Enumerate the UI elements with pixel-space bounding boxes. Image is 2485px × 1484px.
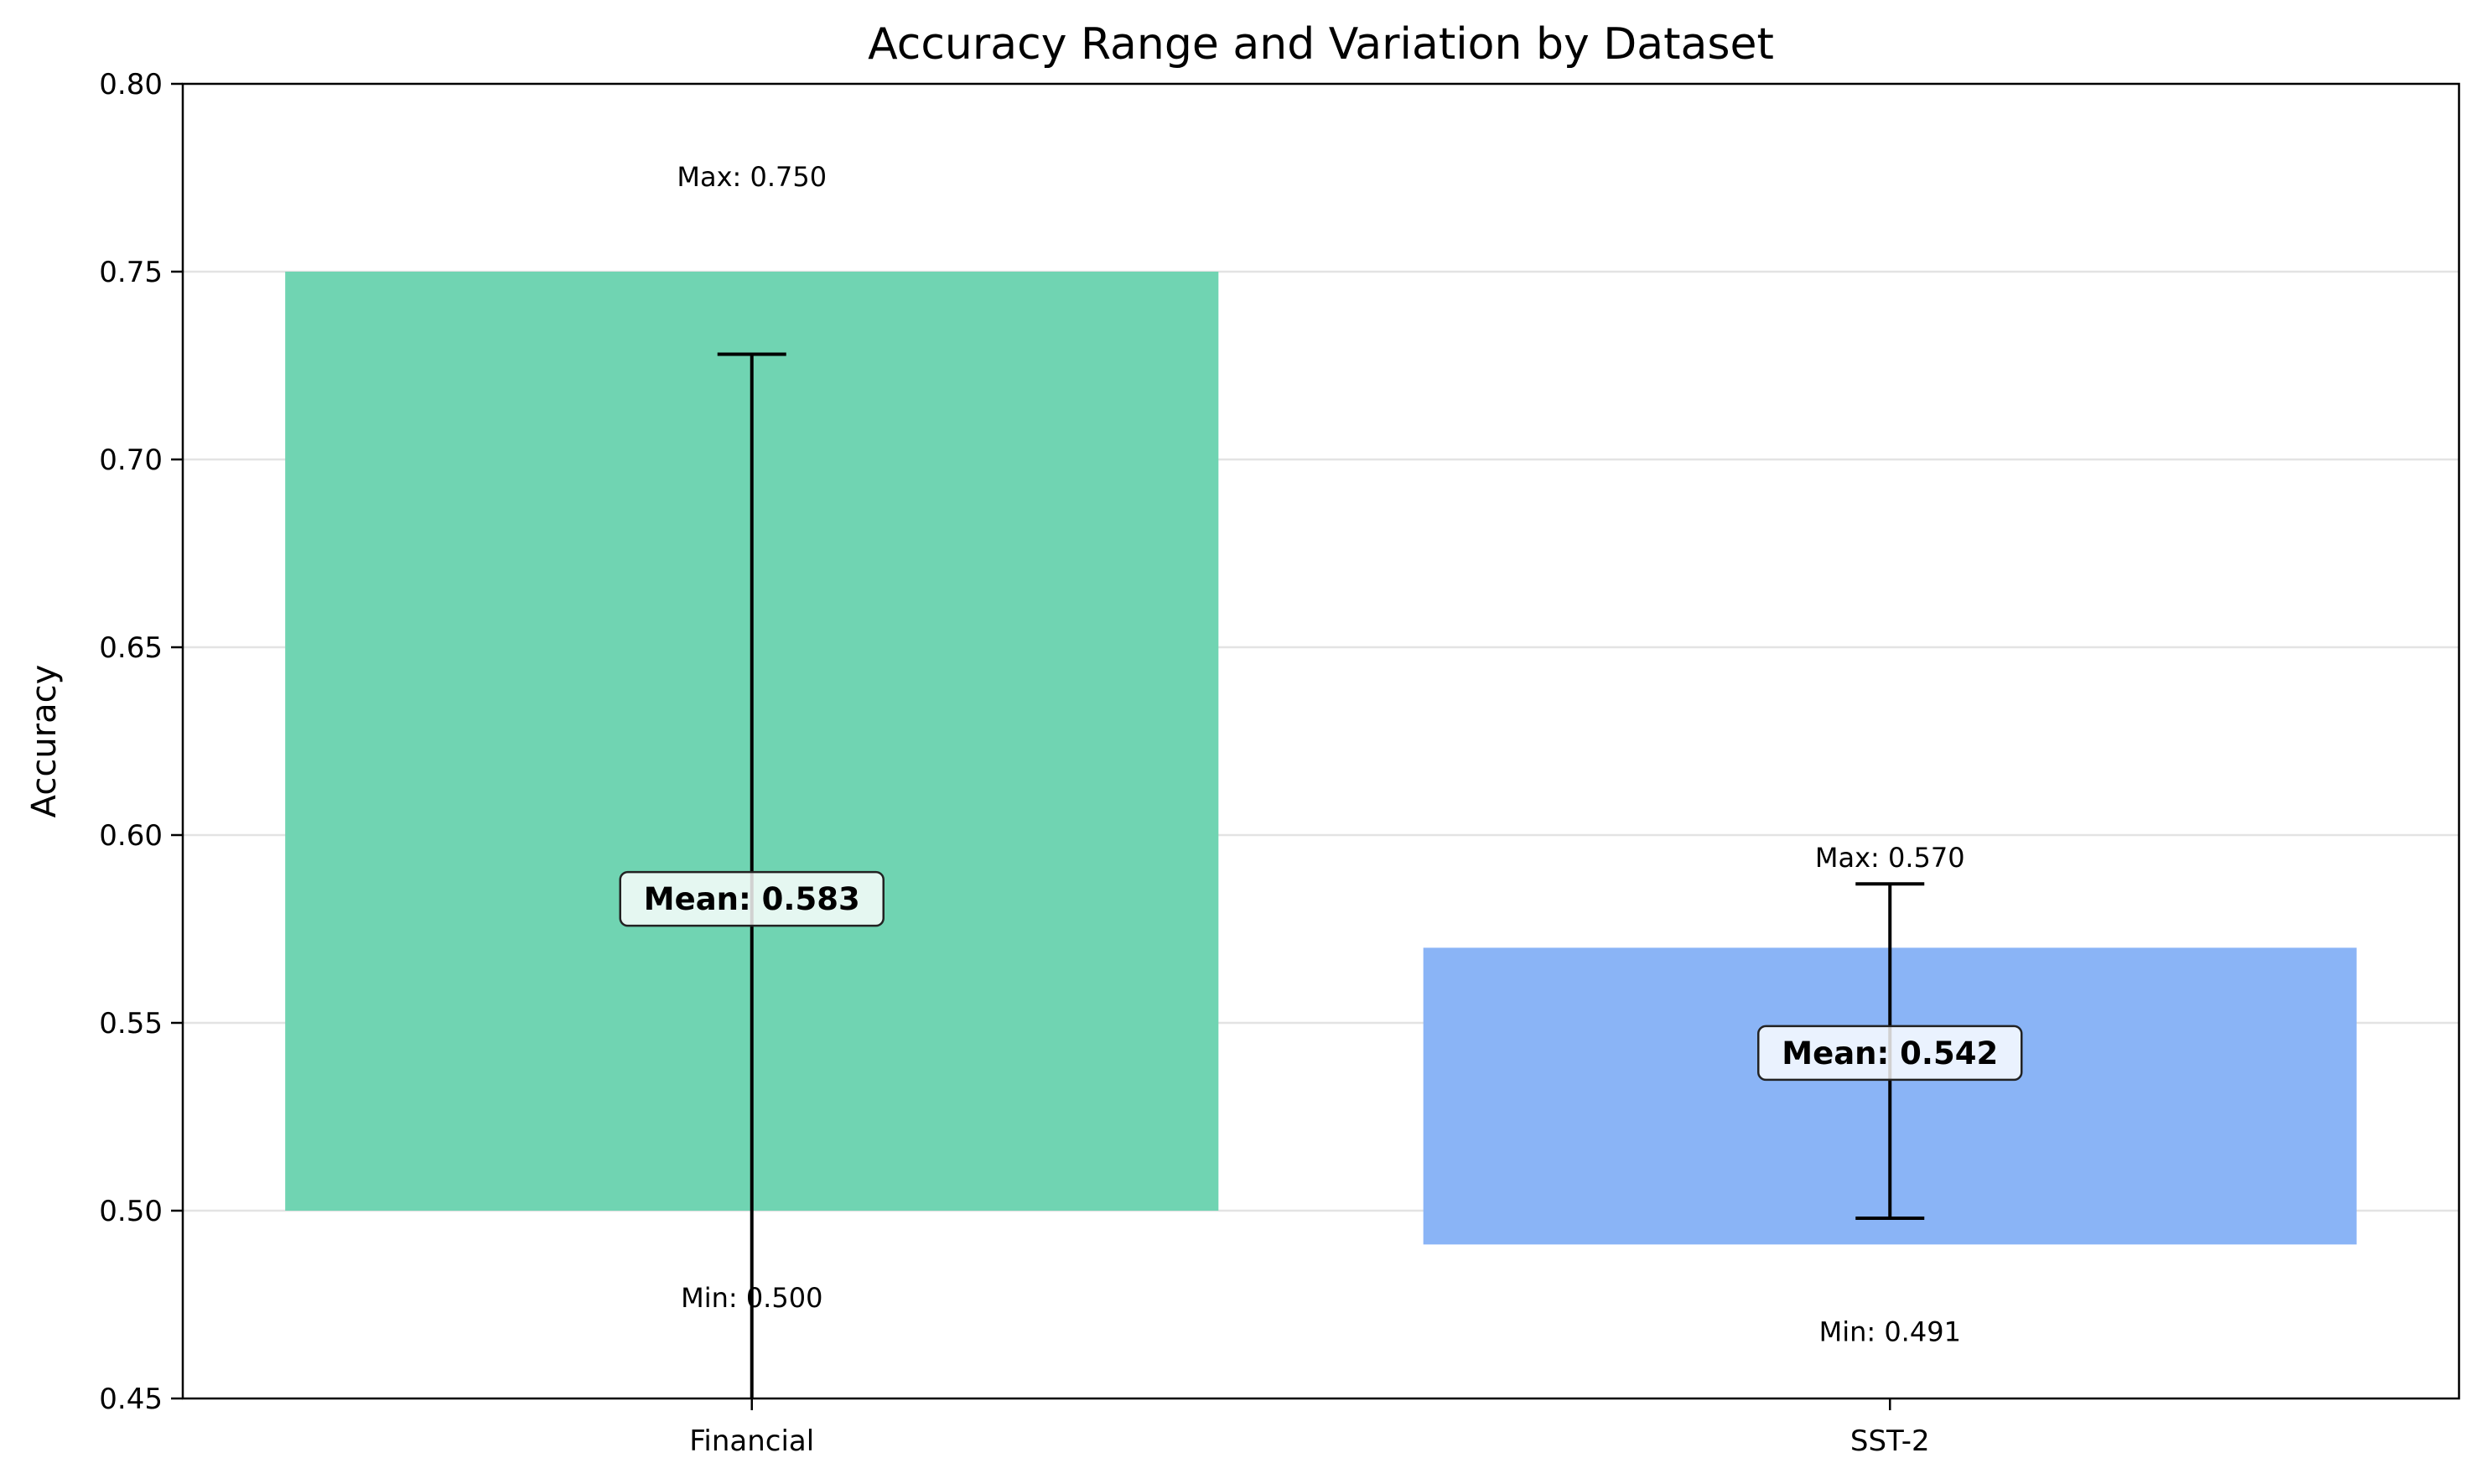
y-tick-label: 0.80 <box>99 68 163 101</box>
y-tick-label: 0.75 <box>99 256 163 289</box>
range-bars <box>285 272 2357 1245</box>
y-axis-ticks: 0.45 0.50 0.55 0.60 0.65 0.70 0.75 0.80 <box>99 68 183 1416</box>
mean-label-box: Mean: 0.542 <box>1757 1025 2023 1082</box>
max-label: Max: 0.750 <box>677 161 827 193</box>
min-label: Min: 0.500 <box>681 1282 822 1314</box>
mean-label: Mean: 0.542 <box>1782 1035 1998 1071</box>
x-axis-ticks: Financial SST-2 <box>689 1398 1930 1458</box>
y-tick-label: 0.45 <box>99 1383 163 1416</box>
y-tick-label: 0.60 <box>99 819 163 853</box>
y-tick-label: 0.70 <box>99 444 163 477</box>
min-label: Min: 0.491 <box>1819 1315 1961 1347</box>
max-label: Max: 0.570 <box>1815 842 1965 874</box>
x-tick-label: SST-2 <box>1850 1424 1930 1458</box>
x-tick-label: Financial <box>689 1424 814 1458</box>
y-tick-label: 0.55 <box>99 1007 163 1040</box>
plot-frame <box>181 82 2461 1400</box>
mean-label-background <box>619 870 885 927</box>
chart-title: Accuracy Range and Variation by Dataset <box>868 19 1774 70</box>
y-tick-label: 0.50 <box>99 1195 163 1228</box>
mean-label-background <box>1757 1025 2023 1082</box>
y-axis-title: Accuracy <box>25 665 64 818</box>
annotations: Max: 0.750 Min: 0.500 Mean: 0.583 Max: 0.57… <box>619 161 2023 1347</box>
mean-label-box: Mean: 0.583 <box>619 870 885 927</box>
y-tick-label: 0.65 <box>99 631 163 665</box>
mean-label: Mean: 0.583 <box>644 881 860 917</box>
